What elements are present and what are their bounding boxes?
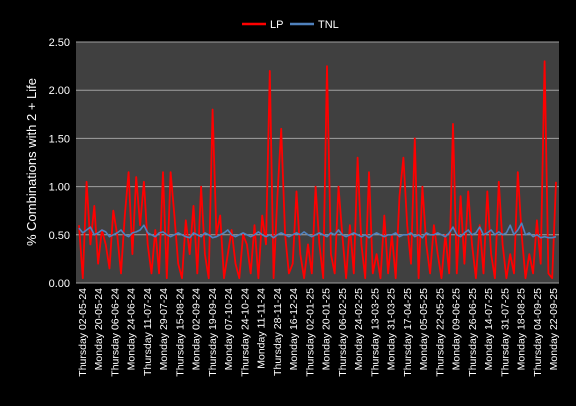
x-tick-label: Monday 24-02-25 [353, 288, 365, 370]
x-tick-label: Monday 02-09-24 [191, 288, 203, 370]
x-tick-label: Thursday 15-08-24 [174, 288, 186, 377]
y-tick-label: 0.00 [49, 278, 70, 290]
y-tick-label: 2.00 [49, 85, 70, 97]
x-tick-label: Monday 31-03-25 [386, 288, 398, 370]
x-tick-label: Thursday 22-05-25 [434, 288, 446, 377]
x-axis-ticks: Thursday 02-05-24 Monday 20-05-24 Thursday… [77, 288, 560, 377]
x-tick-label: Monday 18-08-25 [516, 288, 528, 370]
x-tick-label: Monday 11-11-24 [256, 288, 268, 369]
series-lines [78, 60, 557, 280]
x-tick-label: Monday 07-10-24 [223, 288, 235, 370]
y-axis-label: % Combinations with 2 + Life [24, 78, 39, 246]
x-tick-label: Thursday 13-03-25 [369, 288, 381, 377]
y-tick-label: 1.50 [49, 133, 70, 145]
x-tick-label: Thursday 28-11-24 [272, 288, 284, 376]
x-tick-label: Monday 05-05-25 [418, 288, 430, 370]
x-tick-label: Monday 29-07-24 [158, 288, 170, 370]
x-tick-label: Thursday 04-09-25 [532, 288, 544, 377]
x-tick-label: Thursday 11-07-24 [142, 288, 154, 376]
x-tick-label: Thursday 26-06-25 [467, 288, 479, 377]
legend-label-tnl: TNL [318, 19, 339, 31]
x-tick-label: Thursday 06-06-24 [110, 288, 122, 377]
x-tick-label: Thursday 24-10-24 [239, 288, 251, 377]
x-tick-label: Monday 20-01-25 [321, 288, 333, 370]
x-tick-label: Thursday 06-02-25 [337, 288, 349, 377]
series-line-tnl [78, 222, 557, 239]
x-tick-label: Monday 20-05-24 [93, 288, 105, 370]
series-line-lp [78, 60, 557, 280]
y-tick-label: 2.50 [49, 37, 70, 49]
x-tick-label: Monday 16-12-24 [288, 288, 300, 370]
x-tick-label: Monday 22-09-25 [548, 288, 560, 370]
x-tick-label: Monday 14-07-25 [483, 288, 495, 370]
x-tick-label: Monday 24-06-24 [126, 288, 138, 370]
legend: LP TNL [242, 19, 339, 31]
y-axis-ticks: 0.00 0.50 1.00 1.50 2.00 2.50 [49, 37, 70, 290]
x-tick-label: Thursday 02-01-25 [304, 288, 316, 377]
legend-label-lp: LP [270, 19, 283, 31]
x-tick-label: Monday 09-06-25 [451, 288, 463, 370]
x-tick-label: Thursday 19-09-24 [207, 288, 219, 377]
x-tick-label: Thursday 31-07-25 [499, 288, 511, 377]
y-tick-label: 1.00 [49, 182, 70, 194]
x-tick-label: Thursday 02-05-24 [77, 288, 89, 377]
y-tick-label: 0.50 [49, 230, 70, 242]
x-tick-label: Thursday 17-04-25 [402, 288, 414, 377]
